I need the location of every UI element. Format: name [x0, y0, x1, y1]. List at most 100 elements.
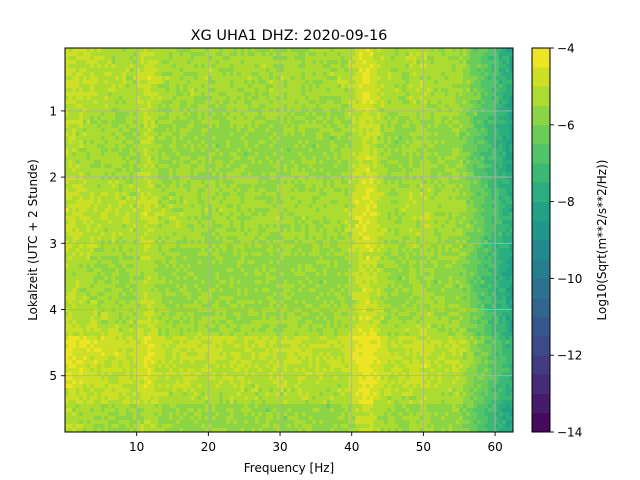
heatmap-cell	[90, 112, 95, 117]
heatmap-cell	[190, 196, 195, 201]
heatmap-cell	[283, 96, 288, 101]
heatmap-cell	[362, 164, 367, 169]
heatmap-cell	[505, 184, 510, 189]
heatmap-cell	[179, 112, 184, 117]
heatmap-cell	[290, 48, 295, 53]
heatmap-cell	[326, 56, 331, 61]
heatmap-cell	[72, 168, 77, 173]
heatmap-cell	[111, 168, 116, 173]
heatmap-cell	[82, 88, 87, 93]
heatmap-cell	[330, 152, 335, 157]
heatmap-cell	[323, 124, 328, 129]
heatmap-cell	[204, 52, 209, 57]
heatmap-cell	[226, 64, 231, 69]
heatmap-cell	[176, 180, 181, 185]
heatmap-cell	[419, 108, 424, 113]
heatmap-cell	[161, 52, 166, 57]
heatmap-cell	[168, 128, 173, 133]
heatmap-cell	[194, 100, 198, 105]
heatmap-cell	[133, 84, 138, 89]
heatmap-cell	[161, 200, 166, 205]
heatmap-cell	[258, 60, 263, 65]
heatmap-cell	[448, 180, 453, 185]
heatmap-cell	[469, 76, 474, 81]
heatmap-cell	[498, 188, 503, 193]
heatmap-cell	[405, 140, 410, 145]
heatmap-cell	[398, 120, 403, 125]
heatmap-cell	[86, 148, 91, 153]
heatmap-cell	[348, 196, 353, 201]
heatmap-cell	[330, 80, 335, 85]
heatmap-cell	[272, 148, 277, 153]
heatmap-cell	[333, 184, 338, 189]
heatmap-cell	[484, 80, 489, 85]
heatmap-cell	[362, 184, 367, 189]
heatmap-cell	[491, 196, 496, 201]
heatmap-cell	[208, 120, 213, 125]
heatmap-cell	[143, 132, 148, 137]
heatmap-cell	[240, 72, 245, 77]
heatmap-cell	[115, 80, 120, 85]
heatmap-cell	[247, 148, 252, 153]
heatmap-cell	[179, 160, 184, 165]
heatmap-cell	[265, 156, 270, 161]
heatmap-cell	[466, 84, 471, 89]
heatmap-cell	[115, 168, 120, 173]
heatmap-cell	[495, 92, 500, 97]
heatmap-cell	[308, 104, 313, 109]
heatmap-cell	[219, 160, 224, 165]
heatmap-cell	[412, 196, 417, 201]
heatmap-cell	[194, 116, 198, 121]
heatmap-cell	[72, 108, 77, 113]
heatmap-cell	[305, 140, 310, 145]
heatmap-cell	[133, 60, 138, 65]
heatmap-cell	[211, 108, 216, 113]
heatmap-cell	[233, 196, 238, 201]
heatmap-cell	[143, 100, 148, 105]
heatmap-cell	[412, 108, 417, 113]
heatmap-cell	[79, 52, 84, 57]
heatmap-cell	[380, 140, 385, 145]
heatmap-cell	[269, 116, 274, 121]
heatmap-cell	[254, 192, 259, 197]
heatmap-cell	[387, 128, 392, 133]
heatmap-cell	[455, 124, 460, 129]
heatmap-cell	[469, 108, 474, 113]
heatmap-cell	[358, 172, 363, 177]
heatmap-cell	[147, 52, 152, 57]
heatmap-cell	[272, 88, 277, 93]
heatmap-cell	[487, 80, 492, 85]
heatmap-cell	[147, 104, 152, 109]
heatmap-cell	[348, 80, 353, 85]
heatmap-cell	[437, 124, 442, 129]
heatmap-cell	[387, 92, 392, 97]
heatmap-cell	[294, 56, 299, 61]
heatmap-cell	[452, 144, 457, 149]
heatmap-cell	[158, 164, 163, 169]
heatmap-cell	[86, 108, 91, 113]
heatmap-cell	[161, 96, 166, 101]
heatmap-cell	[426, 96, 431, 101]
heatmap-cell	[337, 96, 342, 101]
heatmap-cell	[444, 104, 449, 109]
heatmap-cell	[326, 148, 331, 153]
heatmap-cell	[90, 56, 95, 61]
heatmap-cell	[484, 84, 489, 89]
heatmap-cell	[229, 136, 234, 141]
heatmap-cell	[333, 144, 338, 149]
heatmap-cell	[498, 152, 503, 157]
heatmap-cell	[208, 132, 213, 137]
heatmap-cell	[416, 60, 421, 65]
heatmap-cell	[240, 104, 245, 109]
heatmap-cell	[194, 56, 198, 61]
heatmap-cell	[165, 188, 170, 193]
heatmap-cell	[340, 124, 345, 129]
heatmap-cell	[509, 80, 513, 85]
heatmap-cell	[344, 144, 349, 149]
heatmap-cell	[452, 72, 457, 77]
heatmap-cell	[426, 152, 431, 157]
heatmap-cell	[441, 204, 446, 209]
heatmap-cell	[229, 64, 234, 69]
heatmap-cell	[459, 204, 464, 209]
heatmap-cell	[383, 124, 388, 129]
